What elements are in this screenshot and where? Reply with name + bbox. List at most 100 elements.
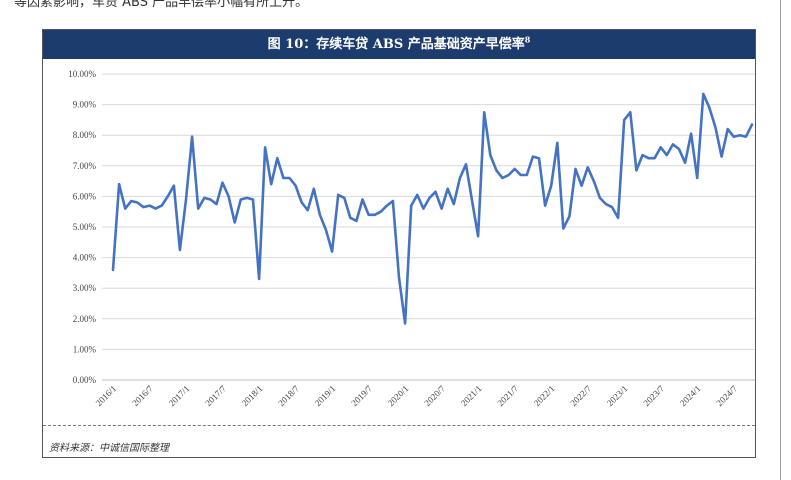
- data-point: [313, 187, 315, 190]
- data-point: [373, 213, 376, 216]
- y-tick-label: 6.00%: [73, 191, 97, 201]
- data-point: [751, 123, 753, 126]
- data-point: [404, 322, 406, 325]
- data-point: [130, 200, 133, 202]
- data-point: [398, 276, 400, 279]
- data-point: [745, 135, 747, 138]
- x-tick-label: 2016/7: [130, 383, 155, 408]
- y-axis-ticks: 0.00% 1.00% 2.00% 3.00% 4.00% 5.00% 6.00% 7.00%…: [68, 69, 96, 385]
- data-point: [702, 93, 705, 95]
- data-point: [489, 154, 492, 156]
- data-point: [635, 169, 638, 172]
- data-point: [197, 207, 199, 210]
- grid-lines: [102, 73, 755, 381]
- y-tick-label: 5.00%: [73, 222, 97, 232]
- data-point: [166, 195, 169, 198]
- data-point: [264, 146, 266, 149]
- data-point: [519, 174, 522, 176]
- data-point: [118, 183, 120, 185]
- y-tick-label: 0.00%: [73, 375, 97, 385]
- data-point: [580, 184, 583, 187]
- data-point: [148, 204, 151, 207]
- data-point: [653, 157, 656, 159]
- data-point: [392, 200, 394, 202]
- data-point: [720, 155, 723, 158]
- data-point: [343, 197, 346, 199]
- y-tick-label: 10.00%: [68, 69, 96, 79]
- figure-title: 图 10：存续车贷 ABS 产品基础资产早偿率: [267, 37, 525, 52]
- data-point: [708, 106, 711, 109]
- source-note: 资料来源：中诚信国际整理: [49, 443, 169, 454]
- data-point: [483, 111, 486, 114]
- x-tick-label: 2017/1: [167, 383, 192, 408]
- data-point: [666, 154, 668, 156]
- data-point: [379, 210, 382, 213]
- data-point: [714, 126, 717, 129]
- x-tick-label: 2019/7: [349, 383, 374, 408]
- data-point: [160, 204, 163, 207]
- data-point: [446, 187, 449, 190]
- data-point: [556, 142, 559, 144]
- page-divider: [780, 0, 781, 480]
- data-point: [592, 180, 595, 182]
- x-tick-label: 2018/1: [240, 383, 265, 408]
- data-point: [678, 148, 680, 150]
- data-point: [672, 143, 674, 146]
- data-point: [112, 269, 114, 271]
- source-divider: [43, 425, 755, 427]
- data-point: [471, 200, 473, 202]
- x-tick-label: 2024/1: [678, 383, 703, 408]
- intro-text: 等因素影响，车贷 ABS 产品早偿率小幅有所上升。: [14, 0, 309, 10]
- y-tick-label: 3.00%: [73, 283, 97, 293]
- y-tick-label: 7.00%: [73, 161, 97, 171]
- x-tick-label: 2018/7: [276, 383, 301, 408]
- data-point: [203, 197, 206, 199]
- data-point: [422, 207, 425, 210]
- data-point: [611, 206, 613, 208]
- data-point: [258, 278, 260, 280]
- data-point: [288, 177, 291, 179]
- data-point: [306, 209, 309, 211]
- data-point: [732, 135, 735, 138]
- data-point: [513, 168, 516, 170]
- data-point: [465, 163, 467, 166]
- data-point: [477, 235, 479, 237]
- data-point: [507, 174, 510, 176]
- data-point: [629, 111, 632, 114]
- data-point: [142, 206, 145, 208]
- x-tick-label: 2020/7: [422, 383, 447, 408]
- y-tick-label: 8.00%: [73, 130, 97, 140]
- data-point: [270, 183, 273, 185]
- data-point: [453, 203, 455, 205]
- data-point: [185, 198, 187, 201]
- data-point: [526, 174, 528, 176]
- data-point: [459, 177, 461, 179]
- data-point: [501, 177, 504, 179]
- x-tick-label: 2023/7: [641, 383, 666, 408]
- x-tick-label: 2023/1: [605, 383, 630, 408]
- data-point: [495, 169, 498, 172]
- x-tick-label: 2022/7: [568, 383, 593, 408]
- y-tick-label: 9.00%: [73, 100, 97, 110]
- y-tick-label: 1.00%: [73, 344, 97, 354]
- x-tick-label: 2019/1: [313, 383, 338, 408]
- data-point: [209, 198, 212, 201]
- data-point: [410, 204, 413, 207]
- data-point: [386, 204, 388, 207]
- data-point: [739, 134, 741, 136]
- data-point: [726, 128, 729, 130]
- data-point: [240, 198, 242, 201]
- data-point: [586, 166, 589, 169]
- data-point: [623, 119, 625, 121]
- y-tick-label: 4.00%: [73, 253, 97, 263]
- data-point: [221, 181, 224, 184]
- data-point: [617, 217, 619, 219]
- x-tick-label: 2021/7: [495, 383, 520, 408]
- line-chart: 0.00% 1.00% 2.00% 3.00% 4.00% 5.00% 6.00% 7.00%…: [68, 69, 755, 408]
- data-point: [227, 195, 230, 198]
- data-point: [179, 249, 181, 251]
- data-point: [191, 135, 193, 138]
- data-point: [684, 161, 686, 164]
- data-point: [349, 217, 352, 219]
- data-point: [532, 155, 534, 158]
